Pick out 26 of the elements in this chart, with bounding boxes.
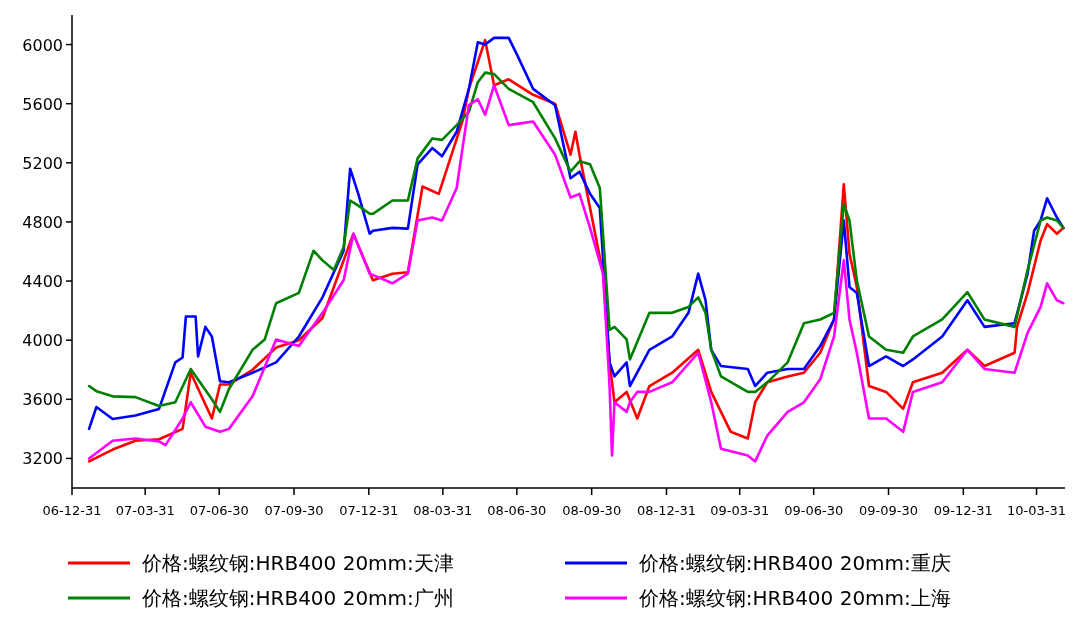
y-tick-label: 5200 — [22, 153, 63, 173]
x-tick-label: 10-03-31 — [1007, 503, 1067, 518]
x-tick-label: 06-12-31 — [42, 503, 102, 518]
legend-label: 价格:螺纹钢:HRB400 20mm:天津 — [141, 551, 454, 575]
legend-label: 价格:螺纹钢:HRB400 20mm:广州 — [141, 586, 454, 610]
y-tick-label: 4400 — [22, 272, 63, 292]
x-tick-label: 08-12-31 — [636, 503, 697, 518]
y-tick-label: 4000 — [22, 331, 63, 351]
x-tick-label: 09-12-31 — [933, 503, 993, 518]
x-tick-label: 08-09-30 — [562, 503, 622, 518]
x-tick-label: 07-03-31 — [115, 503, 175, 518]
y-tick-label: 3200 — [22, 449, 63, 469]
x-tick-label: 07-12-31 — [339, 503, 399, 518]
legend-label: 价格:螺纹钢:HRB400 20mm:上海 — [638, 586, 951, 610]
y-tick-label: 4800 — [22, 212, 63, 232]
x-tick-label: 08-03-31 — [413, 503, 473, 518]
x-tick-label: 09-09-30 — [859, 503, 919, 518]
x-tick-label: 09-06-30 — [784, 503, 844, 518]
legend-label: 价格:螺纹钢:HRB400 20mm:重庆 — [638, 551, 951, 575]
y-tick-label: 3600 — [22, 390, 63, 410]
y-tick-label: 5600 — [22, 94, 63, 114]
x-tick-label: 09-03-31 — [710, 503, 770, 518]
x-tick-label: 07-06-30 — [189, 503, 249, 518]
x-tick-label: 07-09-30 — [264, 503, 324, 518]
x-tick-label: 08-06-30 — [487, 503, 547, 518]
y-tick-label: 6000 — [22, 35, 63, 55]
